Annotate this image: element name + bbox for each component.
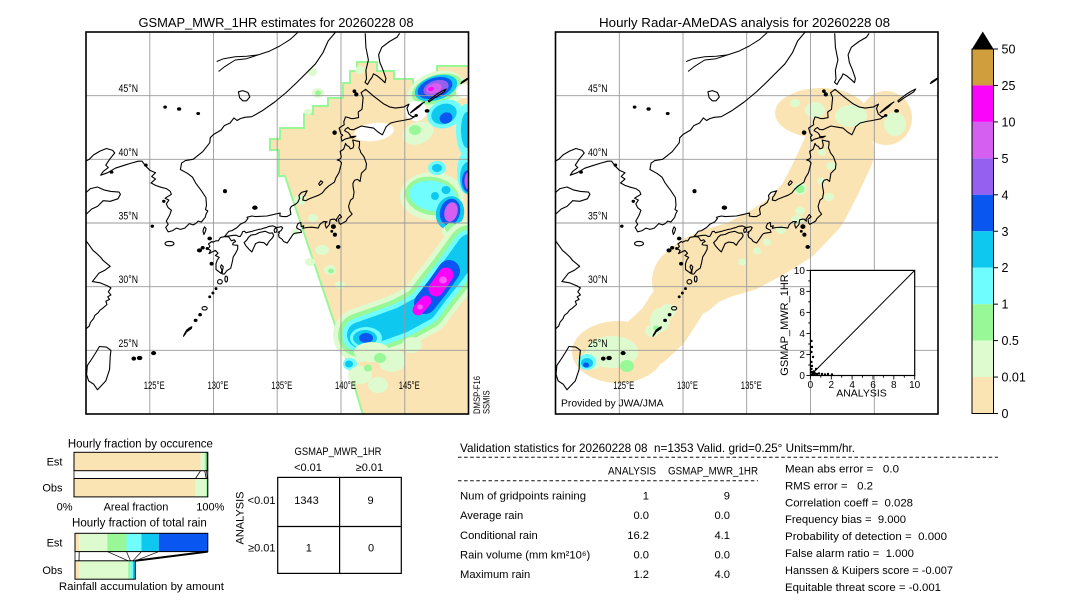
svg-text:25: 25	[1002, 79, 1016, 93]
svg-text:0: 0	[1002, 407, 1009, 421]
svg-text:Est: Est	[47, 538, 63, 550]
svg-text:≥0.01: ≥0.01	[248, 543, 275, 555]
svg-text:Hourly Radar-AMeDAS analysis f: Hourly Radar-AMeDAS analysis for 2026022…	[599, 15, 890, 30]
svg-text:ANALYSIS: ANALYSIS	[836, 388, 887, 400]
svg-text:Validation statistics for 2026: Validation statistics for 20260228 08 n=…	[460, 441, 855, 455]
svg-text:50: 50	[1002, 43, 1016, 57]
svg-text:Rain volume (mm km²10⁶): Rain volume (mm km²10⁶)	[460, 550, 590, 562]
svg-text:Hourly fraction of total rain: Hourly fraction of total rain	[72, 518, 207, 530]
svg-text:0%: 0%	[57, 502, 73, 514]
svg-text:Provided by JWA/JMA: Provided by JWA/JMA	[561, 398, 664, 410]
svg-text:8: 8	[799, 287, 805, 298]
svg-text:1: 1	[306, 543, 312, 555]
svg-text:ANALYSIS: ANALYSIS	[234, 492, 246, 545]
svg-text:DMSP-F16: DMSP-F16	[472, 376, 482, 414]
svg-text:4: 4	[799, 329, 805, 340]
svg-text:Hourly fraction by occurence: Hourly fraction by occurence	[68, 439, 213, 451]
svg-text:Conditional rain: Conditional rain	[460, 530, 538, 542]
svg-text:GSMAP_MWR_1HR: GSMAP_MWR_1HR	[668, 466, 758, 478]
svg-text:<0.01: <0.01	[248, 495, 276, 507]
svg-text:0: 0	[368, 543, 374, 555]
svg-text:9: 9	[367, 495, 373, 507]
svg-text:4: 4	[849, 380, 855, 391]
svg-text:1: 1	[1002, 298, 1009, 312]
svg-text:Areal fraction: Areal fraction	[104, 502, 169, 514]
svg-text:10: 10	[1002, 115, 1016, 129]
svg-text:GSMAP_MWR_1HR estimates for 20: GSMAP_MWR_1HR estimates for 20260228 08	[139, 15, 414, 30]
svg-text:0.0: 0.0	[633, 510, 649, 522]
svg-text:9: 9	[724, 491, 730, 503]
svg-text:Equitable threat score = -0.00: Equitable threat score = -0.001	[785, 582, 941, 594]
svg-text:Maximum rain: Maximum rain	[460, 569, 530, 581]
svg-text:6: 6	[799, 308, 805, 319]
svg-text:0.0: 0.0	[714, 550, 730, 562]
svg-text:8: 8	[891, 380, 897, 391]
svg-text:RMS error = 0.2: RMS error = 0.2	[785, 480, 873, 492]
svg-text:Correlation coeff = 0.028: Correlation coeff = 0.028	[785, 497, 913, 509]
svg-text:<0.01: <0.01	[294, 462, 322, 474]
svg-text:ANALYSIS: ANALYSIS	[608, 466, 656, 478]
svg-text:SSMIS: SSMIS	[482, 391, 492, 415]
svg-text:5: 5	[1002, 152, 1009, 166]
svg-text:Num of gridpoints raining: Num of gridpoints raining	[460, 491, 586, 503]
svg-text:6: 6	[870, 380, 876, 391]
svg-text:Rainfall accumulation by amoun: Rainfall accumulation by amount	[59, 581, 225, 593]
svg-text:10: 10	[909, 380, 921, 391]
svg-text:1.2: 1.2	[633, 569, 649, 581]
svg-text:Obs: Obs	[42, 565, 63, 577]
svg-text:Hanssen & Kuipers score = -0.0: Hanssen & Kuipers score = -0.007	[785, 565, 953, 577]
svg-text:Average rain: Average rain	[460, 510, 523, 522]
svg-text:10: 10	[794, 266, 806, 277]
svg-text:Mean abs error = 0.0: Mean abs error = 0.0	[785, 464, 899, 476]
svg-text:Est: Est	[47, 457, 63, 469]
svg-text:≥0.01: ≥0.01	[356, 462, 383, 474]
svg-text:0.0: 0.0	[714, 510, 730, 522]
svg-text:0: 0	[808, 380, 814, 391]
svg-text:Probability of detection = 0.: Probability of detection = 0.000	[785, 531, 947, 543]
svg-text:3: 3	[1002, 225, 1009, 239]
svg-text:Obs: Obs	[42, 483, 63, 495]
svg-text:0.01: 0.01	[1002, 371, 1026, 385]
svg-text:GSMAP_MWR_1HR: GSMAP_MWR_1HR	[779, 274, 791, 376]
svg-text:0.5: 0.5	[1002, 334, 1019, 348]
svg-text:16.2: 16.2	[627, 530, 649, 542]
svg-text:4.1: 4.1	[714, 530, 730, 542]
svg-text:2: 2	[829, 380, 835, 391]
svg-text:4: 4	[1002, 188, 1009, 202]
svg-text:0.0: 0.0	[633, 550, 649, 562]
svg-text:Frequency bias = 9.000: Frequency bias = 9.000	[785, 514, 906, 526]
svg-text:0: 0	[799, 371, 805, 382]
svg-text:4.0: 4.0	[714, 569, 730, 581]
svg-text:False alarm ratio = 1.000: False alarm ratio = 1.000	[785, 548, 914, 560]
svg-text:1343: 1343	[294, 495, 318, 507]
svg-text:2: 2	[799, 350, 805, 361]
svg-text:2: 2	[1002, 261, 1009, 275]
svg-text:100%: 100%	[196, 502, 224, 514]
svg-text:GSMAP_MWR_1HR: GSMAP_MWR_1HR	[295, 446, 382, 458]
svg-text:1: 1	[643, 491, 649, 503]
